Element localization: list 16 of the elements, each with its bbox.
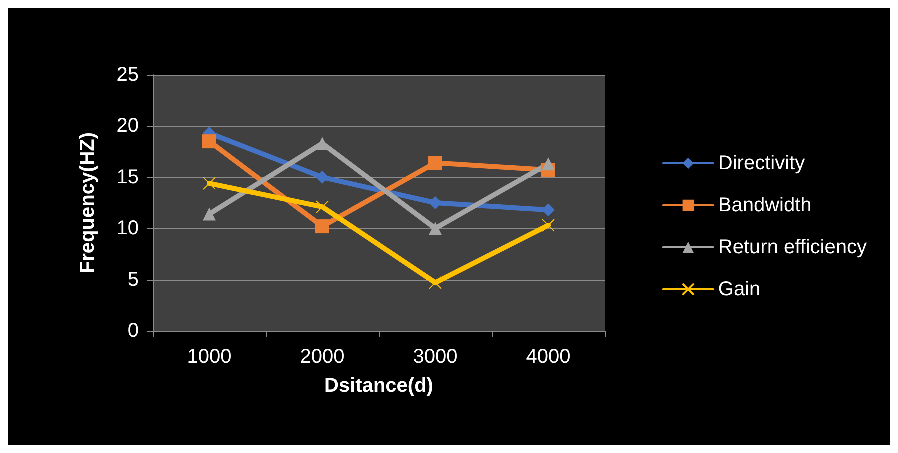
x-tick-label: 2000 [300, 346, 345, 368]
x-tick-label: 4000 [526, 346, 571, 368]
y-tick-label: 25 [116, 64, 139, 86]
y-tick-label: 10 [116, 218, 139, 240]
y-tick-label: 5 [128, 268, 139, 291]
y-axis-title: Frequency(HZ) [77, 132, 99, 274]
y-tick-label: 15 [116, 166, 139, 188]
legend-label: Gain [718, 278, 761, 300]
x-tick-label: 1000 [187, 346, 232, 368]
legend-label: Directivity [718, 152, 806, 174]
x-axis-title: Dsitance(d) [324, 375, 434, 397]
y-tick-label: 0 [128, 320, 139, 342]
legend-label: Return efficiency [718, 236, 867, 258]
y-tick-label: 20 [116, 115, 139, 138]
legend-label: Bandwidth [718, 194, 812, 216]
x-tick-label: 3000 [413, 346, 458, 368]
